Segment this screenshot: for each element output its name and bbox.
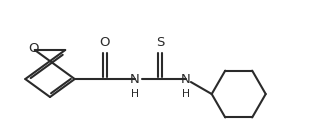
Text: H: H [182, 89, 190, 99]
Text: H: H [131, 89, 139, 99]
Text: O: O [100, 36, 110, 49]
Text: O: O [29, 42, 39, 55]
Text: N: N [130, 72, 140, 86]
Text: N: N [181, 72, 191, 86]
Text: S: S [156, 36, 165, 49]
